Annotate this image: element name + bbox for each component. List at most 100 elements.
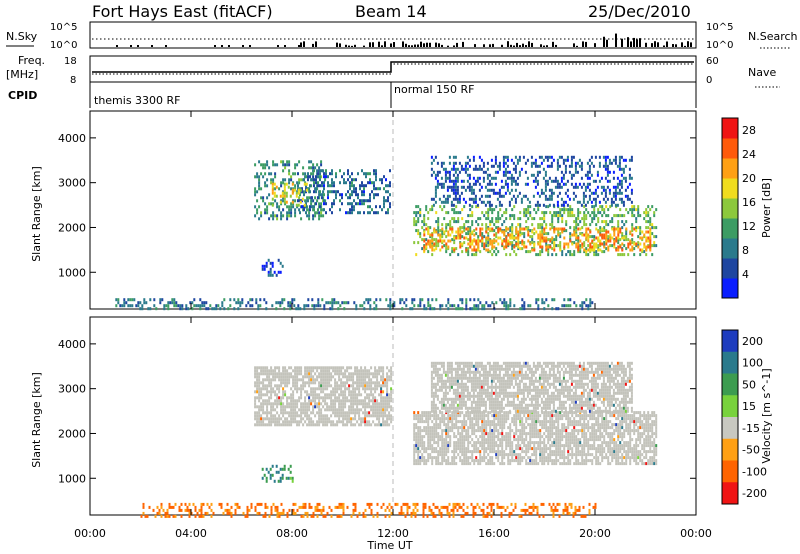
data-cell	[290, 420, 293, 424]
data-cell	[474, 179, 477, 183]
data-cell	[585, 250, 588, 254]
data-cell	[304, 396, 307, 400]
data-cell	[435, 220, 438, 224]
data-cell	[312, 217, 315, 221]
nsearch-bar	[654, 41, 656, 47]
data-cell	[630, 200, 633, 204]
data-cell	[119, 304, 122, 308]
data-cell	[439, 307, 442, 311]
data-cell	[382, 420, 385, 424]
data-cell	[499, 453, 502, 457]
data-cell	[326, 384, 329, 388]
data-cell	[371, 190, 373, 194]
data-cell	[516, 158, 519, 162]
data-cell	[593, 205, 596, 209]
data-cell	[481, 307, 484, 311]
data-cell	[559, 438, 562, 442]
data-cell	[431, 459, 434, 463]
data-cell	[443, 453, 446, 457]
data-cell	[471, 220, 474, 224]
data-cell	[264, 369, 267, 373]
data-cell	[129, 304, 132, 308]
data-cell	[541, 456, 544, 460]
data-cell	[459, 459, 462, 463]
data-cell	[581, 245, 584, 249]
data-cell	[589, 242, 592, 246]
data-cell	[533, 429, 536, 433]
data-cell	[505, 441, 508, 445]
data-cell	[423, 230, 426, 234]
data-cell	[551, 253, 554, 257]
data-cell	[320, 366, 323, 370]
data-cell	[387, 211, 389, 215]
data-cell	[468, 164, 471, 168]
data-cell	[473, 447, 476, 451]
data-cell	[295, 194, 298, 198]
data-cell	[382, 423, 385, 427]
data-cell	[489, 441, 492, 445]
data-cell	[288, 402, 291, 406]
data-cell	[165, 304, 168, 308]
data-cell	[543, 239, 546, 243]
data-cell	[292, 393, 295, 397]
data-cell	[297, 191, 300, 195]
data-cell	[383, 196, 385, 200]
data-cell	[569, 205, 572, 209]
data-cell	[311, 304, 314, 308]
data-cell	[356, 420, 359, 424]
data-cell	[487, 411, 490, 415]
data-cell	[481, 414, 484, 418]
data-cell	[189, 301, 192, 305]
data-cell	[495, 423, 498, 427]
data-cell	[509, 423, 512, 427]
data-cell	[421, 447, 424, 451]
data-cell	[516, 182, 519, 186]
data-cell	[279, 270, 282, 274]
data-cell	[431, 429, 434, 433]
data-cell	[475, 447, 478, 451]
data-cell	[586, 185, 589, 189]
data-cell	[431, 426, 434, 430]
data-cell	[483, 456, 486, 460]
data-cell	[485, 441, 488, 445]
data-cell	[495, 429, 498, 433]
data-cell	[464, 170, 467, 174]
data-cell	[587, 248, 590, 252]
data-cell	[334, 381, 337, 385]
data-cell	[469, 307, 472, 311]
data-cell	[555, 253, 558, 257]
data-cell	[649, 236, 652, 240]
data-cell	[481, 223, 484, 227]
data-cell	[655, 244, 658, 248]
data-cell	[502, 164, 505, 168]
data-cell	[525, 220, 528, 224]
data-cell	[488, 182, 491, 186]
data-cell	[286, 396, 289, 400]
data-cell	[376, 372, 379, 376]
data-cell	[254, 190, 257, 194]
data-cell	[456, 179, 459, 183]
data-cell	[419, 432, 422, 436]
data-cell	[591, 205, 594, 209]
data-cell	[525, 420, 528, 424]
data-cell	[364, 396, 367, 400]
data-cell	[376, 414, 379, 418]
data-cell	[577, 245, 580, 249]
data-cell	[262, 411, 265, 415]
data-cell	[359, 211, 361, 215]
data-cell	[343, 307, 346, 311]
data-cell	[505, 211, 508, 215]
data-cell	[319, 175, 321, 179]
data-cell	[281, 194, 284, 198]
data-cell	[483, 245, 486, 249]
data-cell	[272, 178, 275, 182]
data-cell	[415, 205, 418, 209]
data-cell	[302, 387, 305, 391]
data-cell	[370, 366, 373, 370]
data-cell	[241, 301, 244, 305]
data-cell	[537, 304, 540, 308]
data-cell	[599, 205, 602, 209]
data-cell	[298, 178, 301, 182]
data-cell	[417, 450, 420, 454]
data-cell	[543, 432, 546, 436]
